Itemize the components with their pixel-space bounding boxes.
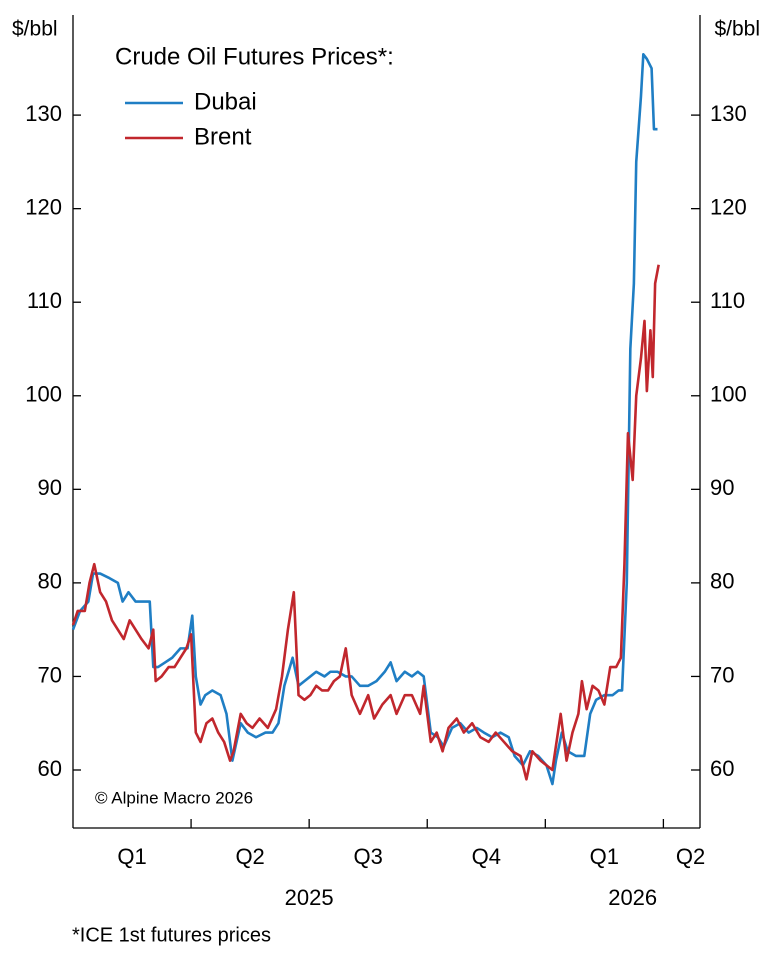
y2-tick-label: 60 [710, 756, 734, 781]
x-quarter-label: Q1 [590, 844, 619, 869]
x-quarter-label: Q3 [354, 844, 383, 869]
y2-tick-label: 70 [710, 662, 734, 687]
x-quarter-label: Q4 [472, 844, 501, 869]
y-tick-label: 120 [25, 194, 62, 219]
legend-label: Dubai [194, 88, 257, 115]
series-line [71, 264, 660, 781]
y2-tick-label: 100 [710, 382, 747, 407]
y-tick-label: 110 [27, 288, 62, 313]
y-tick-label: 60 [38, 756, 62, 781]
x-quarter-label: Q1 [117, 844, 146, 869]
legend-title: Crude Oil Futures Prices*: [115, 43, 394, 70]
copyright: © Alpine Macro 2026 [95, 788, 253, 807]
y2-tick-label: 110 [710, 288, 745, 313]
y-tick-label: 100 [25, 382, 62, 407]
y2-tick-label: 90 [710, 475, 734, 500]
footnote: *ICE 1st futures prices [72, 924, 271, 946]
x-quarter-label: Q2 [235, 844, 264, 869]
y-axis-label: $/bbl [12, 18, 58, 41]
y2-tick-label: 130 [710, 101, 747, 126]
y-tick-label: 70 [38, 662, 62, 687]
x-year-label: 2026 [608, 885, 657, 910]
y2-tick-label: 120 [710, 194, 747, 219]
y2-tick-label: 80 [710, 569, 734, 594]
series-line [71, 52, 658, 786]
y-tick-label: 90 [38, 475, 62, 500]
x-year-label: 2025 [285, 885, 334, 910]
x-quarter-label: Q2 [676, 844, 705, 869]
legend-label: Brent [194, 123, 252, 150]
y-tick-label: 80 [38, 569, 62, 594]
y-tick-label: 130 [25, 101, 62, 126]
y2-axis-label: $/bbl [714, 18, 760, 41]
